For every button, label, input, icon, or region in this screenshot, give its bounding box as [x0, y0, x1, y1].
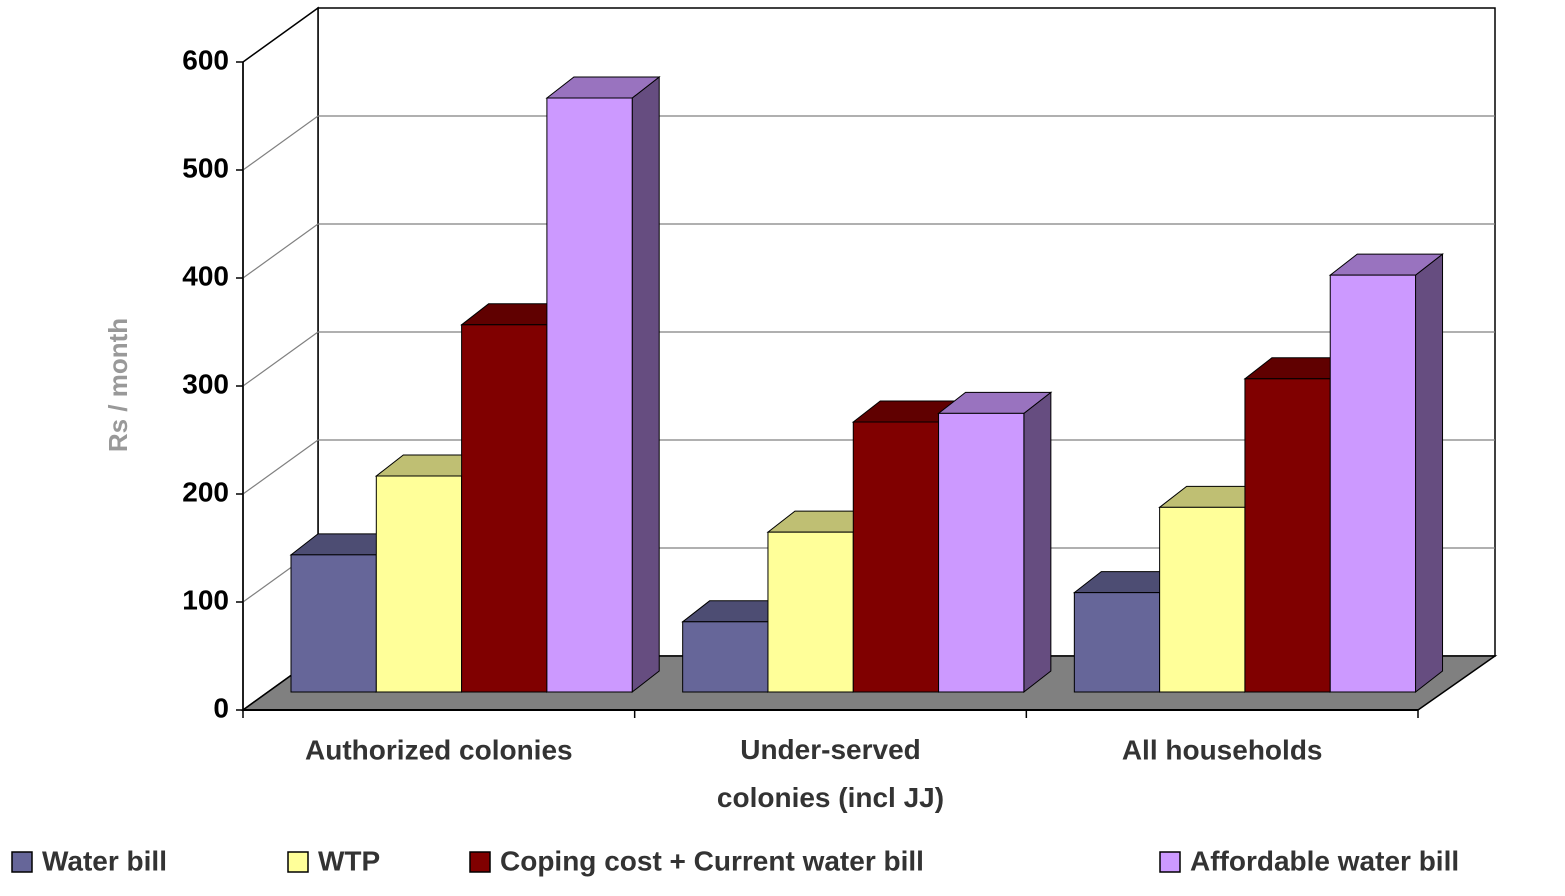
- bar-front: [1073, 592, 1161, 693]
- bar-front: [852, 421, 940, 693]
- bar-side: [631, 75, 660, 694]
- bar-side: [1023, 391, 1052, 694]
- legend-swatch: [11, 851, 33, 873]
- legend-swatch: [469, 851, 491, 873]
- y-tick-label: 300: [182, 368, 229, 399]
- bar-front: [767, 531, 854, 693]
- bar: [937, 391, 1053, 694]
- grid-line: [242, 331, 319, 387]
- legend-swatch: [287, 851, 309, 873]
- bar-front: [290, 554, 377, 693]
- y-tick-label: 200: [182, 476, 229, 507]
- bar-front: [1329, 274, 1417, 693]
- x-tick-label: Authorized colonies: [305, 734, 573, 765]
- x-tick-label: Under-served colonies (incl JJ): [717, 734, 944, 813]
- bar-front: [938, 412, 1025, 693]
- bar-front: [682, 621, 769, 693]
- legend-label: WTP: [318, 845, 380, 876]
- y-tick-label: 0: [213, 692, 229, 723]
- bar: [545, 75, 661, 694]
- y-tick-label: 600: [182, 44, 229, 75]
- grid-line: [242, 115, 319, 171]
- bar-side: [1415, 253, 1444, 694]
- y-tick-label: 500: [182, 152, 229, 183]
- y-axis-label: Rs / month: [103, 318, 133, 452]
- x-tick-label: All households: [1122, 734, 1323, 765]
- y-tick-label: 100: [182, 584, 229, 615]
- bar-front: [375, 475, 463, 693]
- bar-front: [546, 97, 633, 693]
- bar-front: [461, 324, 548, 693]
- legend-label: Coping cost + Current water bill: [500, 845, 924, 876]
- legend-label: Water bill: [42, 845, 167, 876]
- y-tick-label: 400: [182, 260, 229, 291]
- bar-front: [1159, 506, 1246, 693]
- legend-swatch: [1159, 851, 1181, 873]
- grid-line: [242, 439, 319, 495]
- grid-line: [242, 223, 319, 279]
- bar: [1328, 253, 1444, 694]
- legend-label: Affordable water bill: [1190, 845, 1459, 876]
- bar-front: [1244, 378, 1331, 693]
